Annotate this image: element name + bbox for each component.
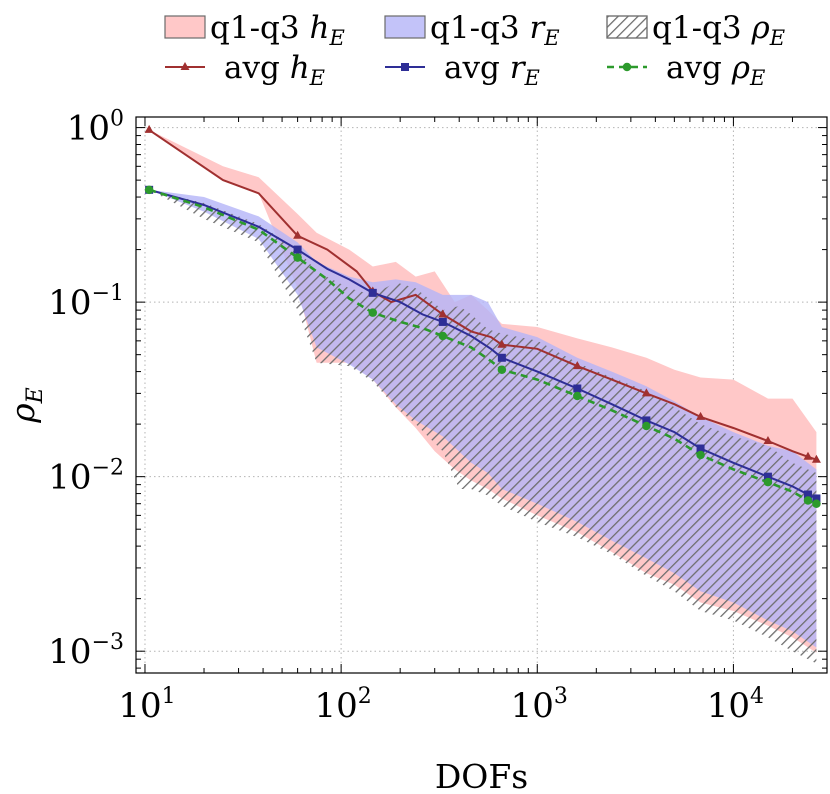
series-marker-0 (572, 361, 582, 370)
legend-entry-series-1: avg rE (385, 50, 540, 90)
series-marker-0 (763, 436, 773, 445)
series-marker-1 (497, 353, 506, 362)
series-marker-0 (803, 451, 813, 460)
series-line-0 (148, 129, 817, 461)
tick-labels: 101 102 103 104 100 10−1 10−2 10−3 (48, 107, 764, 726)
legend-entry-band-1: q1-q3 rE (384, 10, 560, 50)
series-marker-1 (642, 416, 651, 425)
y-tick-label: 100 (67, 107, 124, 149)
series-marker-2 (803, 496, 813, 505)
series-marker-1 (812, 494, 821, 503)
series-marker-0 (696, 411, 706, 420)
series-marker-2 (763, 477, 773, 487)
legend-swatch-hatch (606, 15, 648, 39)
x-axis-label: DOFs (435, 757, 528, 794)
band-2 (149, 189, 817, 664)
legend-marker (180, 62, 190, 70)
bands-layer (149, 129, 817, 664)
series-marker-0 (641, 388, 651, 397)
series-marker-1 (438, 317, 447, 326)
series-marker-2 (293, 253, 302, 262)
series-line-2 (148, 188, 817, 505)
legend-label: avg rE (444, 50, 540, 90)
legend-label: q1-q3 ρE (652, 10, 785, 50)
legend-label: q1-q3 hE (210, 10, 345, 50)
x-tick-label: 101 (118, 684, 175, 726)
series-marker-0 (293, 230, 303, 239)
series-marker-2 (497, 365, 507, 374)
series-marker-1 (573, 384, 582, 393)
series-line-1 (148, 188, 817, 500)
axis-labels: DOFs ρE (3, 387, 528, 794)
axes (135, 116, 828, 674)
series-marker-0 (438, 309, 448, 318)
x-tick-label: 102 (314, 684, 371, 726)
plot-frame (135, 116, 828, 674)
legend-entry-series-2: avg ρE (607, 50, 765, 90)
markers-layer (144, 124, 821, 508)
lines-layer (148, 129, 817, 505)
series-marker-1 (696, 444, 705, 453)
legend-label: avg ρE (666, 50, 765, 90)
x-tick-label: 104 (707, 684, 764, 726)
series-marker-1 (368, 288, 377, 297)
y-tick-label: 10−2 (48, 456, 124, 498)
series-marker-2 (438, 331, 448, 341)
series-marker-2 (573, 391, 582, 401)
series-marker-0 (497, 339, 507, 348)
legend-entry-band-2: q1-q3 ρE (606, 10, 785, 50)
series-marker-2 (812, 499, 821, 508)
legend: q1-q3 hE q1-q3 rE q1-q3 ρE avg hE avg rE avg … (164, 10, 785, 90)
legend-swatch (384, 15, 426, 39)
y-tick-label: 10−1 (48, 281, 124, 323)
legend-label: q1-q3 rE (430, 10, 560, 50)
legend-swatch (164, 15, 206, 39)
legend-marker (401, 63, 409, 71)
series-marker-2 (696, 450, 705, 460)
series-marker-2 (368, 308, 378, 317)
y-tick-label: 10−3 (48, 630, 124, 672)
series-marker-1 (293, 245, 302, 254)
series-marker-1 (803, 490, 812, 499)
legend-marker (622, 62, 632, 72)
series-marker-0 (144, 124, 154, 133)
series-marker-1 (763, 472, 772, 481)
series-marker-2 (144, 185, 154, 195)
y-axis-label: ρE (3, 387, 48, 423)
legend-entry-band-0: q1-q3 hE (164, 10, 345, 50)
legend-label: avg hE (224, 50, 325, 90)
series-marker-0 (811, 454, 821, 463)
legend-entry-series-0: avg hE (165, 50, 325, 90)
series-marker-2 (642, 421, 651, 431)
x-tick-label: 103 (511, 684, 568, 726)
